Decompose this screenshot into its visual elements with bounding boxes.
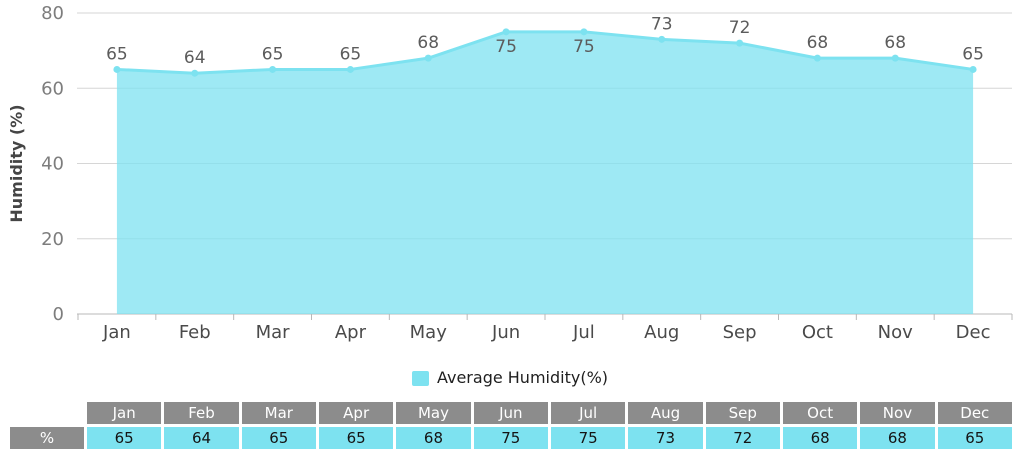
x-tick-label: Aug [644,322,679,343]
x-tick-label: May [410,322,448,343]
monthly-humidity-table: Jan Feb Mar Apr May Jun Jul Aug Sep Oct Nov Dec % 6… [7,399,1015,452]
table-header-cell: Jan [87,402,162,424]
table-header-cell: Jun [473,402,548,424]
data-point-marker [269,65,277,73]
data-point-marker [580,28,588,36]
x-tick-label: Feb [179,322,211,343]
table-value-cell: 68 [860,427,935,449]
table-header-cell: Nov [860,402,935,424]
humidity-area-chart: 0 20 40 60 80 Jan Feb Mar Apr May Jun Jul Aug Sep Oct N… [7,3,1013,343]
data-point-label: 75 [495,37,517,57]
legend-label: Average Humidity(%) [436,368,609,387]
table-value-cell: 72 [705,427,780,449]
legend-item-average-humidity[interactable]: Average Humidity(%) [0,368,1020,388]
y-tick-label: 20 [41,229,64,250]
x-tick-label: Apr [335,322,367,343]
table-header-cell: Oct [782,402,858,424]
table-corner-cell [10,402,84,424]
table-value-cell: 65 [87,427,162,449]
y-tick-label: 60 [41,78,64,99]
legend-swatch-icon [411,370,429,386]
data-point-label: 65 [962,44,984,64]
table-value-cell: 75 [473,427,548,449]
data-point-label: 75 [573,37,595,57]
table-value-cell: 73 [628,427,703,449]
table-value-cell: 65 [318,427,394,449]
data-point-label: 65 [340,44,362,64]
table-header-cell: Feb [164,402,239,424]
area-fill [116,31,974,314]
series-line [115,30,975,75]
table-value-row: % 65 64 65 65 68 75 75 73 72 68 68 65 [10,427,1012,449]
data-point-label: 65 [106,44,128,64]
table-value-cell: 68 [396,427,471,449]
data-point-marker [736,39,744,47]
table-header-cell: Dec [937,402,1012,424]
table-value-cell: 65 [937,427,1012,449]
table-row-label: % [10,427,84,449]
table-value-cell: 64 [164,427,239,449]
data-point-label: 73 [651,14,673,34]
table-value-cell: 65 [241,427,316,449]
y-tick-label: 0 [53,304,64,325]
data-point-label: 68 [884,33,906,53]
table-header-cell: Jul [550,402,626,424]
data-point-marker [658,35,666,43]
data-point-marker [113,65,121,73]
data-point-marker [813,54,821,62]
table-header-cell: Aug [628,402,703,424]
table-value-cell: 75 [550,427,626,449]
x-tick-label: Sep [723,322,757,343]
x-tick-label: Dec [956,322,991,343]
y-tick-label: 40 [41,154,64,175]
y-axis-title: Humidity (%) [7,104,26,222]
data-point-label: 65 [262,44,284,64]
data-point-label: 72 [729,18,751,38]
data-point-marker [502,28,510,36]
table-header-cell: May [396,402,471,424]
data-point-marker [891,54,899,62]
data-point-marker [346,65,354,73]
data-point-label: 64 [184,48,206,68]
y-tick-label: 80 [41,3,64,24]
table-header-cell: Apr [318,402,394,424]
x-tick-label: Jul [572,322,595,343]
data-point-marker [191,69,199,77]
x-tick-label: Oct [802,322,833,343]
data-point-label: 68 [417,33,439,53]
data-point-label: 68 [807,33,829,53]
table-header-row: Jan Feb Mar Apr May Jun Jul Aug Sep Oct Nov Dec [10,402,1012,424]
data-point-marker [969,65,977,73]
x-tick-label: Mar [256,322,291,343]
table-header-cell: Sep [705,402,780,424]
table-value-cell: 68 [782,427,858,449]
x-tick-label: Jun [491,322,520,343]
table-header-cell: Mar [241,402,316,424]
x-tick-label: Nov [878,322,913,343]
x-tick-label: Jan [102,322,131,343]
data-point-marker [424,54,432,62]
